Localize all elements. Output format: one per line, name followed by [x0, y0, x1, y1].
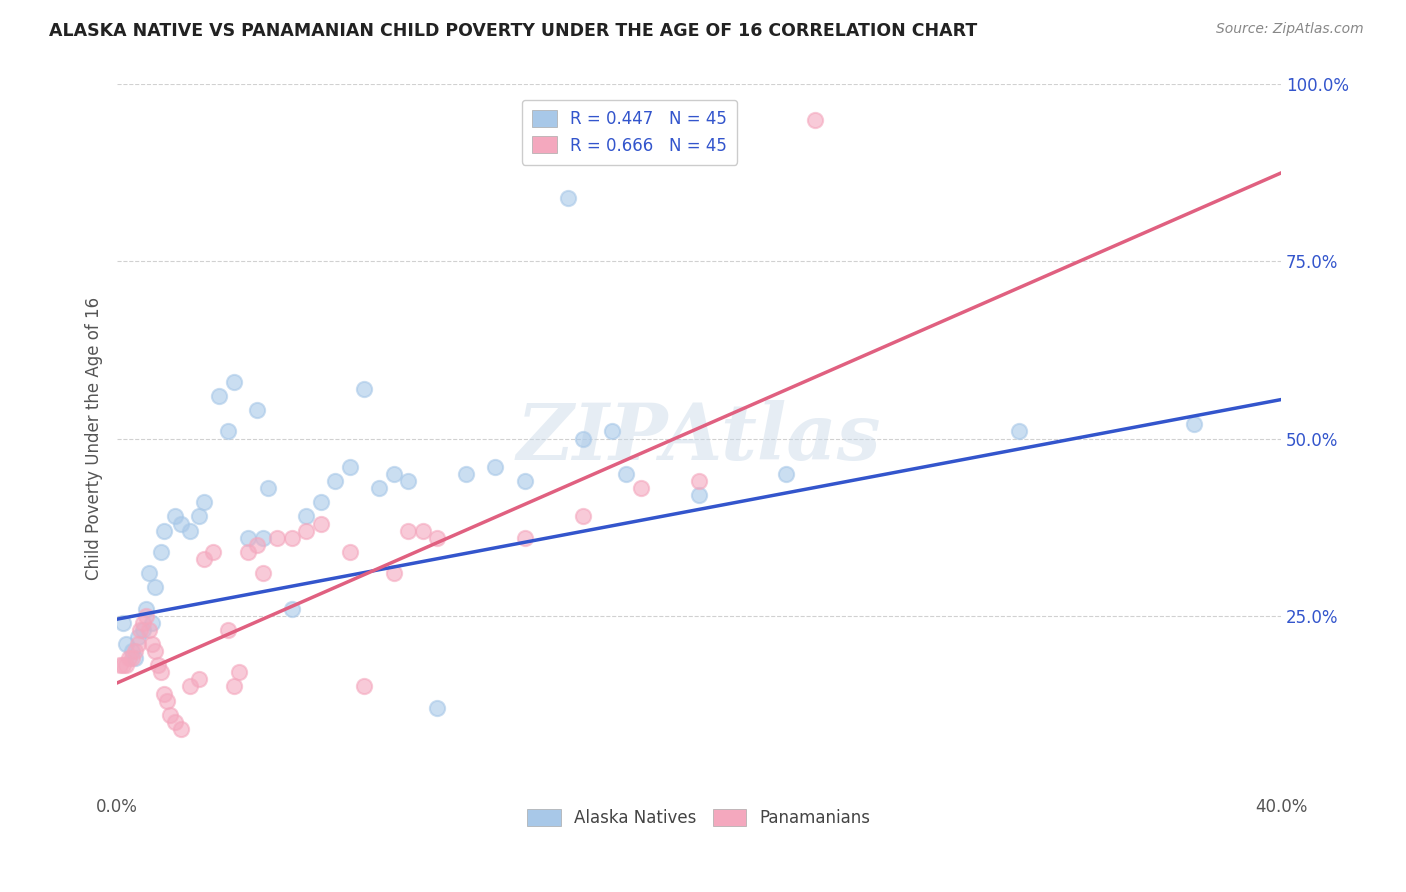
Point: [149, 665, 172, 680]
Point: [187, 673, 209, 687]
Point: [412, 524, 434, 538]
Point: [456, 467, 478, 481]
Point: [396, 474, 419, 488]
Point: [426, 531, 449, 545]
Point: [252, 531, 274, 545]
Point: [121, 644, 143, 658]
Point: [222, 375, 245, 389]
Point: [309, 495, 332, 509]
Point: [246, 538, 269, 552]
Point: [138, 566, 160, 580]
Point: [382, 566, 405, 580]
Point: [217, 623, 239, 637]
Point: [143, 644, 166, 658]
Point: [295, 509, 318, 524]
Point: [115, 637, 138, 651]
Point: [339, 545, 361, 559]
Point: [281, 601, 304, 615]
Point: [141, 615, 163, 630]
Point: [127, 630, 149, 644]
Point: [127, 637, 149, 651]
Point: [179, 524, 201, 538]
Point: [513, 474, 536, 488]
Point: [630, 481, 652, 495]
Point: [121, 651, 143, 665]
Point: [775, 467, 797, 481]
Point: [236, 545, 259, 559]
Point: [557, 191, 579, 205]
Point: [295, 524, 318, 538]
Point: [170, 516, 193, 531]
Point: [353, 680, 375, 694]
Text: ALASKA NATIVE VS PANAMANIAN CHILD POVERTY UNDER THE AGE OF 16 CORRELATION CHART: ALASKA NATIVE VS PANAMANIAN CHILD POVERT…: [49, 22, 977, 40]
Point: [165, 509, 187, 524]
Point: [135, 601, 157, 615]
Point: [257, 481, 280, 495]
Legend: Alaska Natives, Panamanians: Alaska Natives, Panamanians: [520, 803, 877, 834]
Point: [138, 623, 160, 637]
Point: [1182, 417, 1205, 432]
Point: [165, 714, 187, 729]
Point: [222, 680, 245, 694]
Point: [236, 531, 259, 545]
Point: [217, 425, 239, 439]
Point: [353, 382, 375, 396]
Point: [143, 580, 166, 594]
Point: [129, 623, 152, 637]
Point: [187, 509, 209, 524]
Point: [152, 524, 174, 538]
Point: [149, 545, 172, 559]
Point: [179, 680, 201, 694]
Point: [252, 566, 274, 580]
Point: [600, 425, 623, 439]
Point: [571, 432, 593, 446]
Text: Source: ZipAtlas.com: Source: ZipAtlas.com: [1216, 22, 1364, 37]
Point: [426, 700, 449, 714]
Point: [111, 615, 134, 630]
Point: [339, 459, 361, 474]
Point: [804, 112, 827, 127]
Point: [208, 389, 231, 403]
Point: [124, 644, 146, 658]
Point: [281, 531, 304, 545]
Text: ZIPAtlas: ZIPAtlas: [517, 401, 882, 477]
Point: [1008, 425, 1031, 439]
Point: [614, 467, 637, 481]
Point: [484, 459, 506, 474]
Point: [266, 531, 288, 545]
Point: [513, 531, 536, 545]
Point: [228, 665, 250, 680]
Point: [156, 693, 179, 707]
Point: [193, 552, 215, 566]
Point: [111, 658, 134, 673]
Point: [325, 474, 347, 488]
Point: [170, 722, 193, 736]
Point: [135, 608, 157, 623]
Point: [571, 509, 593, 524]
Point: [152, 686, 174, 700]
Point: [688, 474, 710, 488]
Point: [132, 615, 155, 630]
Point: [246, 403, 269, 417]
Point: [124, 651, 146, 665]
Point: [688, 488, 710, 502]
Y-axis label: Child Poverty Under the Age of 16: Child Poverty Under the Age of 16: [86, 297, 103, 580]
Point: [193, 495, 215, 509]
Point: [146, 658, 169, 673]
Point: [115, 658, 138, 673]
Point: [309, 516, 332, 531]
Point: [118, 651, 141, 665]
Point: [382, 467, 405, 481]
Point: [108, 658, 131, 673]
Point: [368, 481, 391, 495]
Point: [141, 637, 163, 651]
Point: [132, 623, 155, 637]
Point: [202, 545, 225, 559]
Point: [159, 707, 181, 722]
Point: [396, 524, 419, 538]
